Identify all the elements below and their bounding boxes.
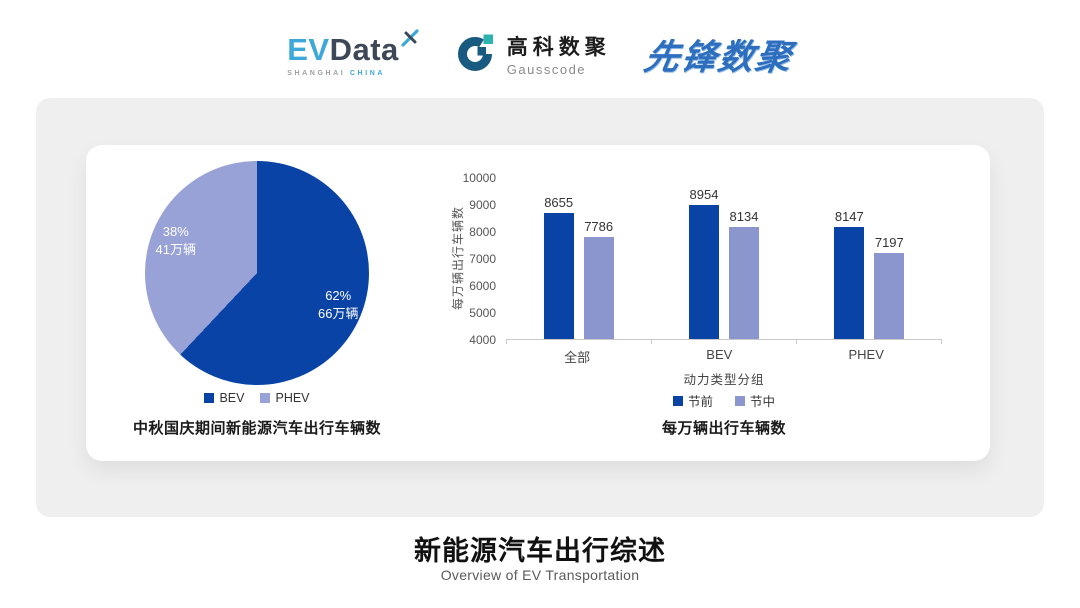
y-axis-tick-label: 7000	[469, 252, 496, 266]
legend-swatch-icon	[260, 393, 271, 403]
bar-column: 8954	[688, 187, 719, 339]
legend-item: BEV	[204, 391, 244, 405]
legend-item: PHEV	[260, 391, 310, 405]
evdata-wordmark: EV Data	[287, 28, 420, 68]
gausscode-mark-icon	[457, 34, 493, 71]
bar-节中-PHEV	[874, 252, 905, 339]
y-axis-tick-label: 4000	[469, 333, 496, 347]
bar-节前-PHEV	[834, 227, 865, 339]
gausscode-name-en: Gausscode	[506, 62, 587, 77]
y-axis-tick-label: 6000	[469, 279, 496, 293]
page-title: 新能源汽车出行综述	[414, 536, 666, 566]
legend-label: 节前	[687, 395, 713, 409]
bar-category-label: BEV	[706, 347, 733, 362]
evdata-x-icon	[401, 28, 419, 47]
x-axis-tick	[941, 340, 942, 344]
y-axis-tick-label: 9000	[469, 198, 496, 212]
evdata-tagline-china: CHINA	[349, 69, 386, 77]
evdata-tagline-shanghai: SHANGHAI	[287, 69, 346, 77]
bar-column: 8147	[834, 209, 865, 339]
y-axis-tick-label: 5000	[469, 306, 496, 320]
bar-category-labels: 全部 BEV PHEV	[506, 347, 942, 366]
bar-yticks: 4000 5000 6000 7000 8000 9000 10000	[436, 171, 496, 347]
legend-swatch-icon	[735, 395, 745, 406]
legend-swatch-icon	[204, 393, 215, 403]
pie-chart-title: 中秋国庆期间新能源汽车出行车辆数	[132, 420, 381, 437]
bar-group-PHEV: 8147 7197	[834, 209, 905, 339]
evdata-tagline: SHANGHAI CHINA	[287, 70, 385, 77]
evdata-ev-text: EV	[287, 31, 330, 67]
logo-pioneer-shuju: 先锋数聚	[640, 37, 796, 77]
gausscode-text: 高科数聚 Gausscode	[507, 31, 611, 77]
legend-swatch-icon	[672, 395, 683, 406]
bar-x-axis-label: 动力类型分组	[683, 373, 765, 387]
logo-gausscode: 高科数聚 Gausscode	[454, 31, 611, 77]
bar-value-label: 7197	[874, 234, 904, 250]
pie-slice-label-PHEV: 38% 41万辆	[156, 223, 196, 259]
legend-item: 节前	[672, 391, 713, 410]
y-axis-tick-label: 8000	[469, 225, 496, 239]
bar-group-全部: 8655 7786	[543, 195, 614, 339]
x-axis-tick	[796, 340, 797, 344]
pie-chart: 62% 66万辆 38% 41万辆	[145, 161, 369, 385]
pie-slice-value: 66万辆	[317, 306, 359, 322]
bar-column: 7197	[874, 234, 905, 339]
bar-group-BEV: 8954 8134	[688, 187, 759, 339]
pie-slice-label-BEV: 62% 66万辆	[318, 287, 358, 323]
bar-value-label: 8954	[689, 187, 719, 203]
bar-节前-BEV	[688, 205, 719, 339]
bar-column: 8655	[543, 195, 574, 339]
header: EV Data SHANGHAI CHINA 高科数聚 Gausscode 先锋…	[0, 22, 1080, 86]
bar-category-label: 全部	[564, 350, 591, 365]
bar-column: 7786	[583, 218, 614, 339]
pie-slice-value: 41万辆	[155, 241, 196, 257]
bar-节中-BEV	[728, 227, 759, 339]
legend-label: 节中	[750, 395, 776, 409]
bar-value-label: 8655	[544, 195, 574, 211]
legend-item: 节中	[735, 391, 775, 410]
y-axis-tick-label: 10000	[462, 171, 496, 185]
bar-value-label: 8147	[834, 209, 864, 225]
bar-legend: 节前 节中	[506, 391, 942, 410]
logo-evdata: EV Data SHANGHAI CHINA	[287, 28, 420, 77]
bar-chart-title: 每万辆出行车辆数	[661, 420, 786, 437]
pie-slice-percent: 62%	[325, 287, 352, 303]
bar-chart: 8655 7786 8954 8134 8147 7197	[506, 178, 942, 344]
content-panel: 62% 66万辆 38% 41万辆 BEV PHEV 中秋国庆期间新能源汽车出行车辆数 …	[36, 98, 1044, 517]
bar-value-label: 8134	[729, 209, 759, 225]
gausscode-name-cn: 高科数聚	[506, 36, 611, 59]
evdata-data-text: Data	[329, 31, 399, 67]
legend-label: BEV	[219, 391, 245, 405]
bar-category-label: PHEV	[848, 347, 884, 362]
charts-card: 62% 66万辆 38% 41万辆 BEV PHEV 中秋国庆期间新能源汽车出行车辆数 …	[86, 145, 990, 461]
legend-label: PHEV	[275, 391, 310, 405]
bar-column: 8134	[728, 209, 759, 339]
page-subtitle: Overview of EV Transportation	[440, 567, 640, 583]
pie-slice-percent: 38%	[162, 223, 189, 239]
bar-value-label: 7786	[584, 218, 614, 234]
bar-节中-全部	[583, 236, 614, 339]
x-axis-tick	[651, 340, 652, 344]
pie-legend: BEV PHEV	[86, 391, 428, 405]
x-axis-tick	[506, 340, 507, 344]
bar-节前-全部	[543, 213, 574, 339]
